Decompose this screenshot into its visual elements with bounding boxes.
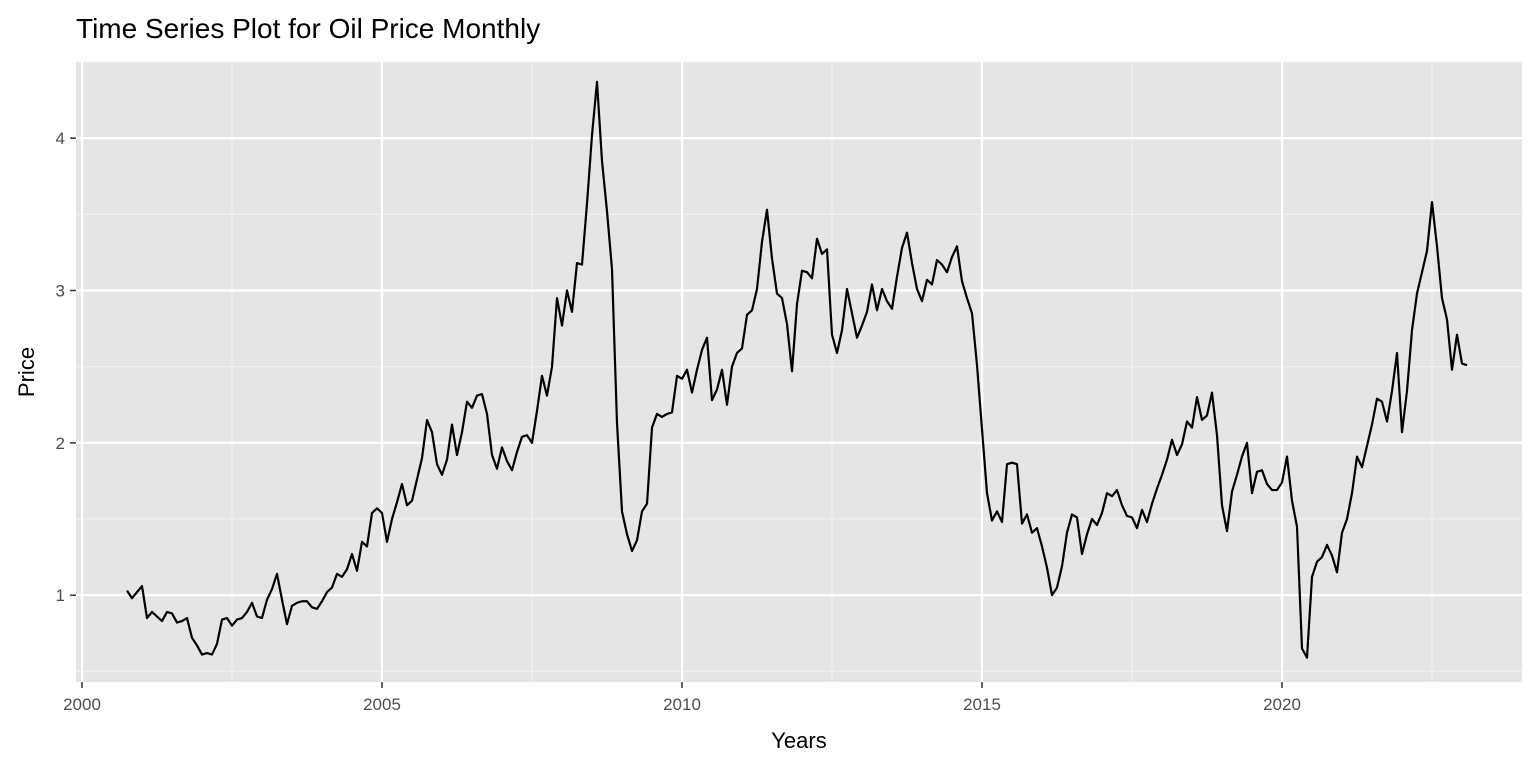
x-tick-label: 2020 [1263,695,1301,714]
y-tick-label: 4 [56,129,65,148]
y-tick-label: 2 [56,434,65,453]
x-axis: 2000 2005 2010 2015 2020 [63,682,1301,714]
y-tick-label: 3 [56,282,65,301]
x-tick-label: 2015 [963,695,1001,714]
y-axis: 1 2 3 4 [56,129,76,605]
y-axis-title: Price [14,347,39,397]
y-tick-label: 1 [56,586,65,605]
x-axis-title: Years [771,728,826,753]
x-tick-label: 2005 [363,695,401,714]
plot-panel [76,62,1522,682]
x-tick-label: 2010 [663,695,701,714]
x-tick-label: 2000 [63,695,101,714]
series-line-oil-price [126,80,1468,659]
chart-title: Time Series Plot for Oil Price Monthly [76,13,540,44]
